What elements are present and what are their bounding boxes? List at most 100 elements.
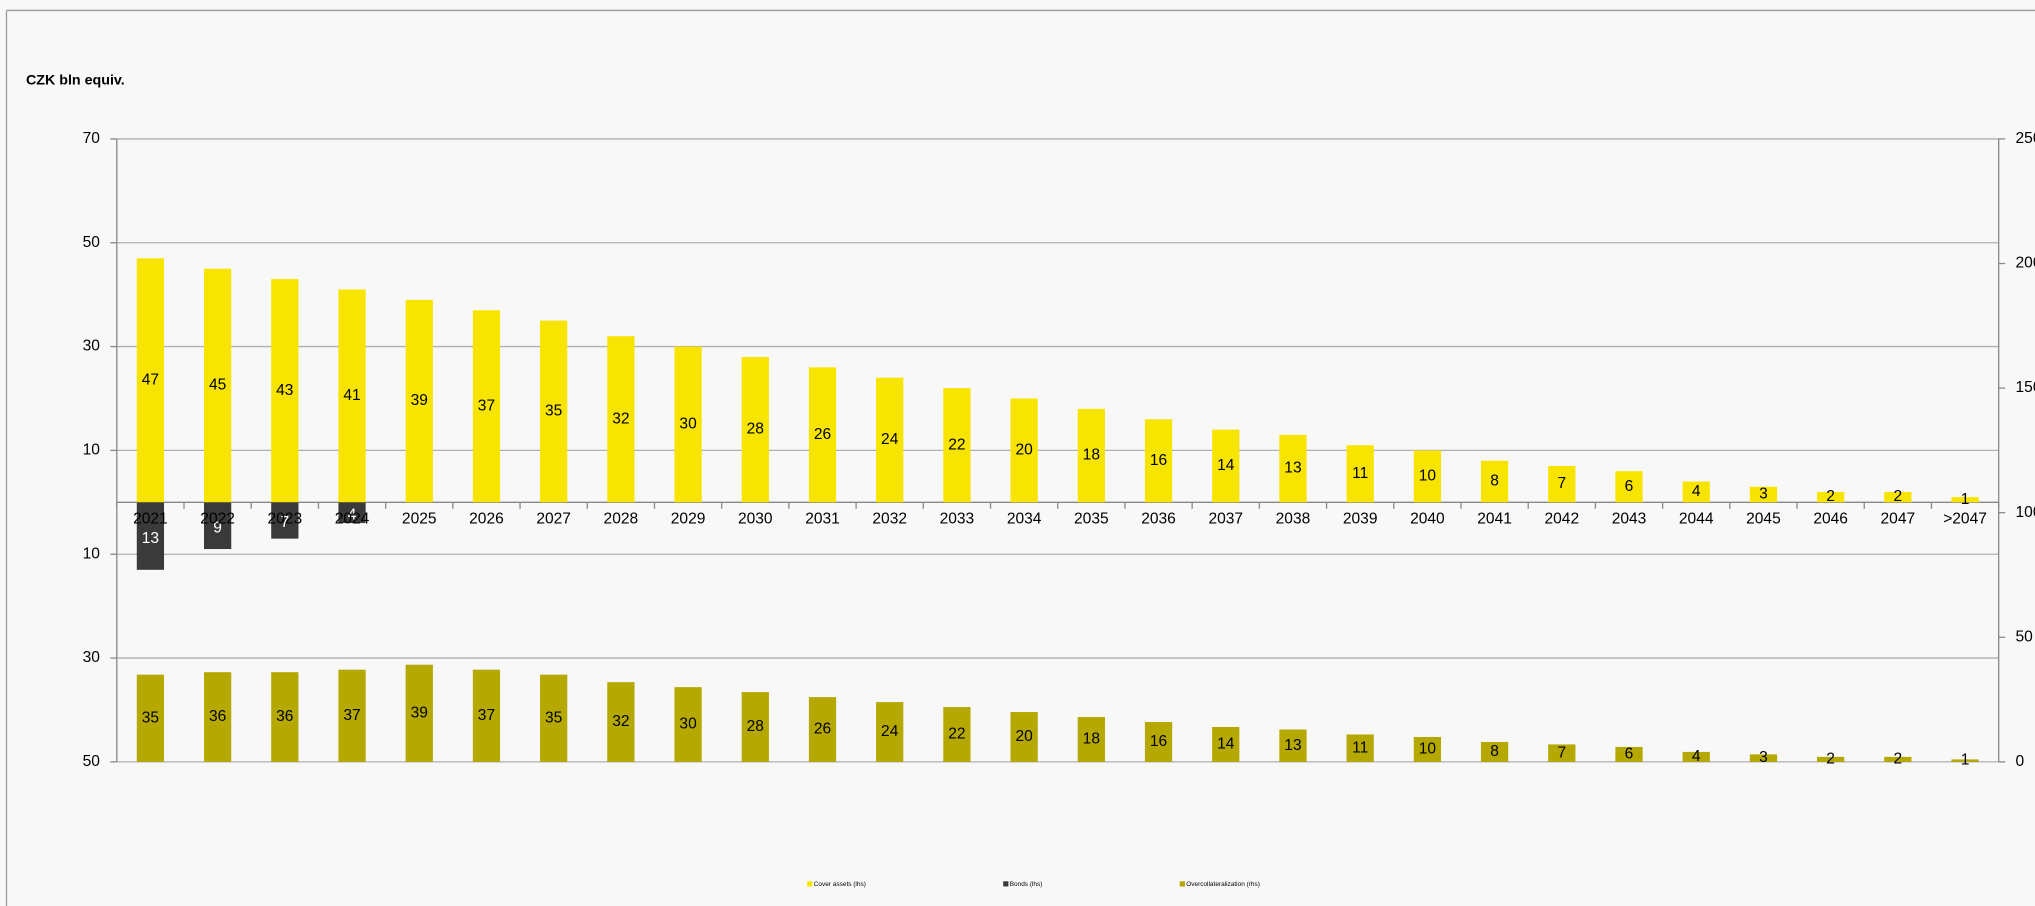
bar [1884,756,1912,762]
data-label: 30 [679,716,697,733]
x-tick-label: >2047 [1943,510,1987,527]
bar [1212,429,1240,503]
bar [607,336,635,503]
data-label: 20 [1015,442,1033,459]
x-tick-label: 2028 [604,510,639,527]
y-tick-label: 50 [83,753,101,770]
x-tick-label: 2034 [1007,510,1042,527]
x-tick-label: 2038 [1276,510,1311,527]
bar [1279,434,1307,503]
bar [1010,712,1038,762]
bar [338,502,366,524]
bar [1077,717,1105,762]
bar [1817,491,1845,503]
bar [271,279,299,503]
data-label: 4 [348,506,357,523]
bar [876,702,904,762]
bar [1212,726,1240,762]
x-tick-label: 2040 [1410,510,1445,527]
y2-tick-label: 150 [2016,379,2035,396]
data-label: 14 [1217,736,1235,753]
y2-tick-label: 250 [2016,130,2035,147]
x-tick-label: 2025 [402,510,437,527]
bar [1615,746,1643,762]
bar [1884,491,1912,503]
data-label: 13 [1284,737,1301,754]
bar [1749,754,1778,762]
data-label: 2 [1826,488,1835,505]
y2-tick-label: 0 [2016,753,2025,770]
bar [741,692,769,762]
data-label: 37 [343,707,360,724]
x-tick-label: 2044 [1679,510,1714,527]
data-label: 7 [280,514,289,531]
bar [1346,445,1374,503]
x-tick-label: 2030 [738,510,773,527]
bar [271,502,299,539]
bar [136,674,165,762]
y-tick-label: 30 [83,338,101,355]
y-tick-label: 10 [83,545,101,562]
legend-swatch [1179,881,1185,887]
data-label: 11 [1352,465,1368,482]
x-tick-label: 2047 [1881,510,1916,527]
data-label: 43 [276,382,293,399]
data-label: 24 [881,431,899,448]
data-label: 35 [142,709,159,726]
data-label: 26 [814,426,831,443]
bar [607,682,635,762]
bar [1279,729,1307,762]
bar [674,687,702,762]
data-label: 37 [478,707,495,724]
bar [540,320,568,503]
bar [136,502,165,570]
data-label: 14 [1217,457,1235,474]
bar [1951,759,1979,762]
data-label: 28 [747,421,764,438]
bar [943,707,971,762]
data-label: 3 [1759,486,1768,503]
x-tick-label: 2022 [200,510,235,527]
data-label: 22 [948,726,965,743]
data-label: 3 [1759,749,1768,766]
data-label: 11 [1352,739,1368,756]
bar [1548,465,1576,503]
bar [1615,471,1643,503]
data-label: 39 [411,392,428,409]
bar [1682,481,1710,503]
bar [472,310,501,503]
bar [405,664,433,762]
data-label: 13 [142,530,159,547]
y-tick-label: 70 [83,130,101,147]
bar [1817,756,1845,762]
y2-tick-label: 100 [2016,504,2035,521]
data-label: 8 [1490,743,1499,760]
data-label: 36 [209,708,226,725]
bar [1077,408,1105,503]
data-label: 18 [1083,447,1100,464]
chart-title: CZK bln equiv. [26,72,125,88]
data-label: 6 [1625,746,1634,763]
bar [1480,741,1509,762]
data-label: 18 [1083,731,1100,748]
data-label: 36 [276,708,293,725]
y-tick-label: 30 [83,649,101,666]
bar [1144,419,1173,503]
x-tick-label: 2033 [940,510,975,527]
bar [943,388,971,503]
data-label: 2 [1894,488,1903,505]
data-label: 41 [343,387,360,404]
data-label: 6 [1625,478,1634,495]
x-tick-label: 2024 [335,510,370,527]
x-tick-label: 2026 [469,510,504,527]
bar [674,346,702,503]
data-label: 16 [1150,452,1167,469]
bar [1548,744,1576,762]
data-label: 45 [209,377,226,394]
y2-tick-label: 200 [2016,255,2035,272]
bar [540,674,568,762]
bar [1010,398,1038,503]
bar [876,377,904,503]
data-label: 1 [1961,491,1970,508]
bar [405,299,433,503]
